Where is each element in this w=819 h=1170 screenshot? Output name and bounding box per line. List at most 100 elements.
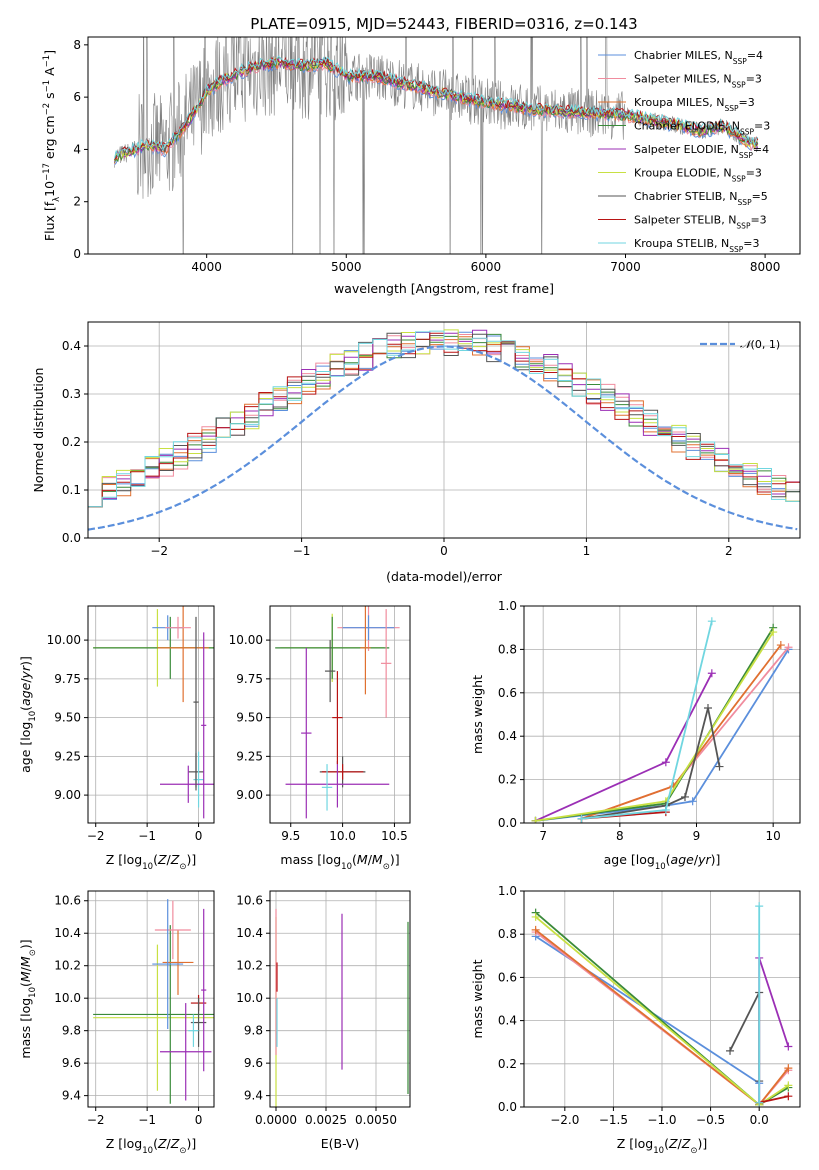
plot-area <box>275 908 409 1107</box>
gaussian-curve <box>88 345 798 531</box>
y-tick-label: 10.2 <box>54 959 81 973</box>
x-tick-label: 0 <box>440 544 448 558</box>
panel-mass-vs-EBV: 0.0000 0.0025 0.0050 9.4 9.6 9.8 10.0 10.2 10.4 1… <box>236 890 411 1151</box>
data-point-marker <box>704 703 712 712</box>
series-line <box>581 620 713 820</box>
x-axis-label: mass [log10(M/M⊙)] <box>280 852 399 872</box>
plot-area <box>531 617 793 823</box>
errorbar <box>332 671 343 765</box>
plot-area <box>114 37 759 254</box>
legend-entry: Salpeter ELODIE, NSSP=4 <box>634 143 769 160</box>
y-tick-label: 6 <box>73 90 81 104</box>
data-point-marker <box>726 1046 735 1055</box>
plot-area <box>88 329 800 531</box>
plot-area <box>531 902 793 1107</box>
axes-frame <box>87 605 215 824</box>
x-tick-label: 9.5 <box>281 829 300 843</box>
errorbar <box>301 647 312 819</box>
errorbar <box>360 606 371 695</box>
legend-entry: Chabrier MILES, NSSP=4 <box>634 49 763 66</box>
y-tick-label: 9.00 <box>54 788 81 802</box>
y-tick-label: 10.4 <box>236 926 263 940</box>
data-point-marker <box>784 643 793 652</box>
axes-frame <box>269 890 411 1108</box>
y-tick-label: 9.75 <box>54 672 81 686</box>
plot-area <box>275 606 400 819</box>
y-tick-label: 9.50 <box>54 711 81 725</box>
axes-frame <box>87 36 801 255</box>
y-tick-label: 9.4 <box>62 1089 81 1103</box>
axes-frame <box>523 605 801 824</box>
y-tick-label: 9.8 <box>244 1024 263 1038</box>
errorbar <box>380 609 392 718</box>
errorbar <box>157 606 209 703</box>
y-tick-label: 9.75 <box>236 672 263 686</box>
plot-area <box>93 606 214 819</box>
axes-frame <box>87 890 215 1108</box>
errorbar <box>201 908 207 1072</box>
y-tick-label: 9.25 <box>54 749 81 763</box>
series-line <box>535 627 774 822</box>
y-tick-label: 9.00 <box>236 788 263 802</box>
x-tick-label: −1.5 <box>599 1113 628 1127</box>
y-tick-label: 10.6 <box>54 894 81 908</box>
y-tick-label: 0.8 <box>498 642 517 656</box>
plot-area <box>93 899 214 1104</box>
y-tick-label: 0.8 <box>498 927 517 941</box>
data-point-marker <box>661 758 670 767</box>
y-tick-label: 8 <box>73 38 81 52</box>
legend-entry: Chabrier ELODIE, NSSP=3 <box>634 120 770 137</box>
data-point-marker <box>531 816 540 823</box>
data-point-marker <box>577 814 586 823</box>
y-tick-label: 0.0 <box>498 1100 517 1114</box>
y-tick-label: 9.6 <box>62 1056 81 1070</box>
errorbar <box>165 616 191 639</box>
data-point-marker <box>776 641 785 650</box>
x-tick-label: 8 <box>616 829 624 843</box>
data-point-marker <box>707 617 716 626</box>
errorbar <box>275 616 390 679</box>
y-tick-label: 0.3 <box>62 387 81 401</box>
x-tick-label: 0.0050 <box>355 1113 397 1127</box>
series-line <box>581 707 721 820</box>
y-tick-label: 4 <box>73 142 81 156</box>
y-tick-label: 0 <box>73 247 81 261</box>
x-tick-label: 10.0 <box>329 829 356 843</box>
x-tick-label: 7000 <box>610 260 641 274</box>
y-tick-label: 0.4 <box>62 339 81 353</box>
x-tick-label: 1 <box>583 544 591 558</box>
data-point-marker <box>784 1092 793 1101</box>
y-tick-label: 1.0 <box>498 599 517 613</box>
data-point-marker <box>531 925 540 934</box>
x-tick-label: 8000 <box>750 260 781 274</box>
x-tick-label: −1 <box>138 829 156 843</box>
errorbar <box>285 761 390 808</box>
y-tick-label: 0.6 <box>498 686 517 700</box>
y-tick-label: 0.4 <box>498 729 517 743</box>
y-tick-label: 10.4 <box>54 926 81 940</box>
x-tick-label: 5000 <box>331 260 362 274</box>
y-tick-label: 1.0 <box>498 884 517 898</box>
panel-mass-vs-Z: −2 −1 0 9.4 9.6 9.8 10.0 10.2 10.4 10.6 Z [log10(Z… <box>18 890 215 1156</box>
data-point-marker <box>784 1042 793 1051</box>
errorbar <box>160 765 214 803</box>
errorbar <box>93 925 214 1104</box>
y-tick-label: 0.4 <box>498 1014 517 1028</box>
histogram-step <box>88 330 800 508</box>
errorbar <box>321 764 333 811</box>
y-tick-label: 0.0 <box>62 531 81 545</box>
y-tick-label: 10.0 <box>54 991 81 1005</box>
y-tick-label: 0.2 <box>62 435 81 449</box>
x-tick-label: −1 <box>293 544 311 558</box>
y-axis-label: mass weight <box>470 959 485 1038</box>
legend-entry: 𝒩(0, 1) <box>740 338 780 351</box>
x-tick-label: 0 <box>195 1113 203 1127</box>
y-tick-label: 9.50 <box>236 711 263 725</box>
x-axis-label: wavelength [Angstrom, rest frame] <box>334 281 554 296</box>
series-line <box>758 957 790 1105</box>
x-tick-label: 10 <box>766 829 781 843</box>
y-tick-label: 10.00 <box>229 633 263 647</box>
chart-title: PLATE=0915, MJD=52443, FIBERID=0316, z=0… <box>250 15 637 33</box>
y-axis-label: mass [log10(M/M⊙)] <box>18 939 38 1058</box>
legend-entry: Salpeter MILES, NSSP=3 <box>634 73 762 90</box>
